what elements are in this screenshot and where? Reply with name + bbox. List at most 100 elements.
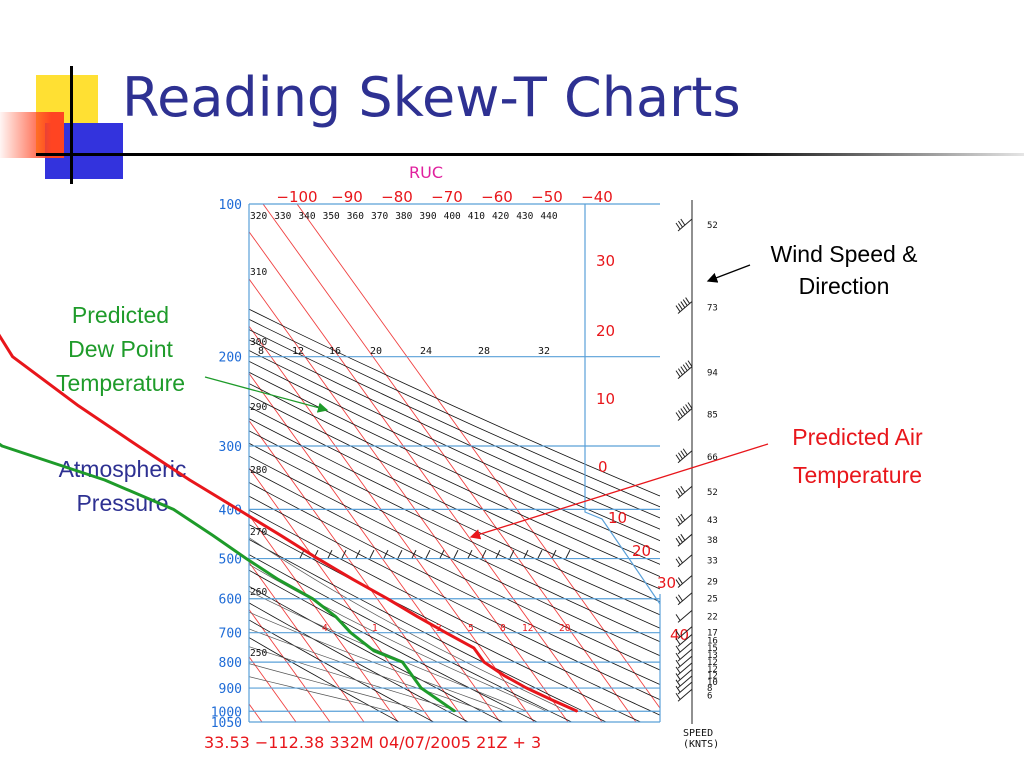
wind-barb-feather [685, 404, 691, 411]
theta-label: 320 [250, 211, 267, 222]
dew-point-point [277, 578, 280, 581]
wind-speed-label: 16 [707, 636, 718, 646]
hatch-mark [369, 549, 375, 559]
wind-barb-feather [677, 594, 683, 601]
hatch-mark [565, 549, 571, 559]
wind-barb-feather [675, 673, 681, 680]
wind-speed-label: 8 [707, 684, 712, 694]
top-temp-tick-label: −40 [581, 188, 613, 206]
wind-callout-line: Direction [798, 273, 890, 299]
wind-barb-feather [677, 515, 683, 523]
right-temp-tick-label: 30 [596, 252, 615, 270]
wind-barb-feather [675, 659, 681, 667]
wind-barb-feather [682, 448, 688, 456]
hatch-mark [439, 549, 445, 559]
hatch-mark [327, 549, 333, 559]
chart-footer: 33.53 −112.38 332M 04/07/2005 21Z + 3 [204, 733, 541, 752]
top-temp-tick-label: −50 [531, 188, 563, 206]
wind-barb-feather [677, 303, 683, 310]
wind-speed-label: 33 [707, 557, 718, 567]
dry-adiabat-line [249, 509, 660, 716]
wind-barb-feather [675, 489, 681, 497]
mixing-ratio-label: 1 [372, 623, 378, 634]
mixing-ratio-label: 5 [468, 623, 474, 634]
wind-barb [677, 662, 693, 676]
wind-barb [677, 218, 693, 232]
isotherm-line [249, 325, 535, 722]
pressure-callout-line: Pressure [76, 490, 169, 516]
dry-adiabat-line [249, 371, 660, 565]
wind-barb [677, 655, 693, 669]
dry-adiabat-line [249, 406, 660, 603]
dew-point-point [334, 615, 337, 618]
wind-speed-label: 85 [707, 410, 718, 420]
air-temp-callout-line: Predicted Air [792, 424, 923, 450]
wind-barb-feather [677, 368, 683, 375]
wind-speed-label: 17 [707, 629, 718, 639]
air-temperature-point [473, 647, 475, 649]
wind-speed-label: 66 [707, 453, 718, 463]
air-temperature-point [352, 578, 355, 581]
moist-adiabat-line [249, 676, 391, 712]
wind-barb [677, 450, 693, 464]
theta-side-label: 300 [250, 337, 267, 348]
air-temperature-point [386, 597, 389, 600]
theta-side-label: 310 [250, 267, 267, 278]
dry-adiabat-line [249, 360, 660, 553]
pressure-tick-label: 600 [219, 593, 242, 608]
wind-speed-label: 25 [707, 595, 718, 605]
air-temperature-point [137, 445, 139, 447]
wind-speed-label: 12 [707, 671, 718, 681]
dry-adiabat-line [249, 318, 660, 508]
pressure-tick-label: 300 [219, 440, 242, 455]
dew-point-point [373, 649, 375, 652]
wind-callout: Wind Speed & Direction [748, 238, 940, 302]
top-temp-tick-label: −100 [276, 188, 317, 206]
wind-speed-label: 22 [707, 612, 718, 622]
wind-barb [677, 675, 693, 689]
wind-barb [677, 366, 693, 380]
dry-adiabat-line [249, 637, 400, 722]
pressure-tick-label: 800 [219, 656, 242, 671]
theta-side-label: 290 [250, 402, 267, 413]
dew-point-point [454, 710, 456, 713]
theta-label: 350 [323, 211, 340, 222]
slide-title: Reading Skew-T Charts [122, 66, 741, 129]
plot-right-edge [584, 204, 661, 605]
wind-barb-feather [675, 692, 681, 700]
dew-point-point [211, 534, 214, 537]
pressure-tick-label: 1050 [211, 716, 242, 731]
dry-adiabat-line [249, 350, 660, 542]
wind-barb [677, 554, 693, 568]
isotherm-line [262, 204, 637, 722]
dry-adiabat-line [249, 554, 572, 722]
hatch-mark [425, 549, 431, 559]
top-temp-tick-label: −60 [481, 188, 513, 206]
theta-label: 410 [468, 211, 485, 222]
air-temp-callout-line: Temperature [792, 462, 923, 488]
dew-point-point [311, 597, 314, 600]
isotherm-line [249, 703, 263, 722]
moist-adiabat-line [249, 590, 527, 712]
wind-barb [677, 485, 693, 499]
mixing-ratio-label: 28 [478, 346, 490, 357]
wind-barb-feather [680, 513, 686, 521]
hatch-mark [481, 549, 487, 559]
air-temperature-point [483, 661, 485, 663]
wind-speed-label: 29 [707, 578, 718, 588]
mixing-ratio-label: 12 [292, 346, 304, 357]
air-temp-callout: Predicted Air Temperature [770, 418, 945, 494]
dry-adiabat-line [249, 468, 660, 671]
dew-point-callout: Predicted Dew Point Temperature [38, 298, 203, 400]
wind-barb-feather [675, 412, 681, 419]
wind-barb [677, 609, 693, 623]
moist-adiabat-line [249, 564, 547, 712]
wind-speed-label: 43 [707, 516, 718, 526]
right-temp-tick-label: 20 [596, 322, 615, 340]
wind-barb-feather [677, 577, 683, 584]
wind-barb-feather [677, 410, 683, 417]
wind-arrow [706, 264, 751, 283]
air-temperature-point [571, 708, 574, 710]
title-rule [36, 153, 1024, 156]
callout-arrows [204, 264, 769, 540]
